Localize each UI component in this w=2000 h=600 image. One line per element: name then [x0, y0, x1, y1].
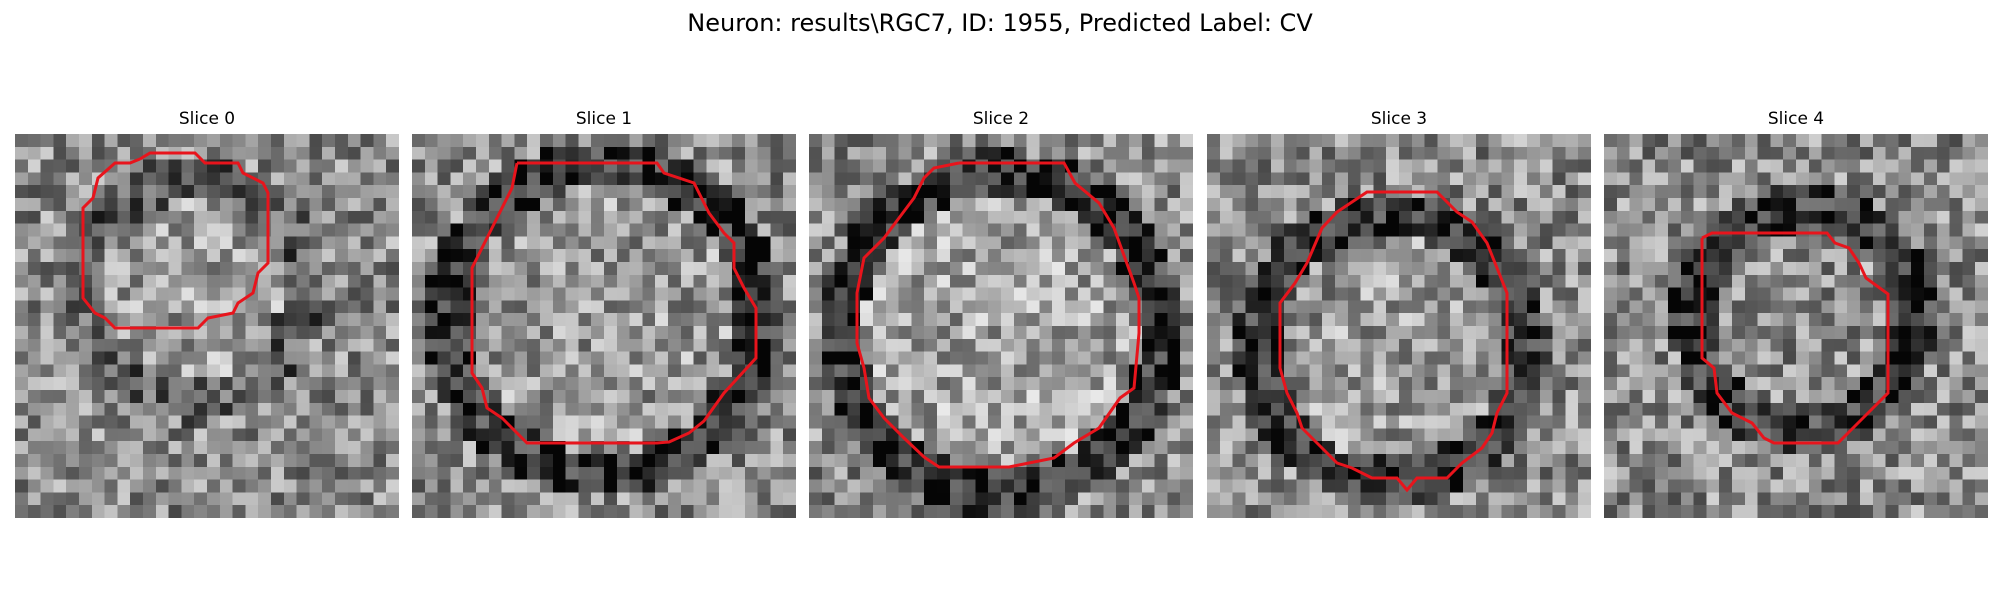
slice-panel-4: Slice 4	[1604, 108, 1988, 518]
slice-title: Slice 0	[178, 109, 236, 129]
slice-title: Slice 2	[972, 109, 1030, 129]
grayscale-patch	[15, 134, 399, 518]
grayscale-patch	[412, 134, 796, 518]
slice-image	[15, 134, 399, 518]
grayscale-patch	[1207, 134, 1591, 518]
segmentation-contour	[81, 151, 270, 330]
slice-panel-2: Slice 2	[809, 108, 1193, 518]
segmentation-contour	[1278, 190, 1509, 493]
slice-title: Slice 4	[1767, 109, 1825, 129]
slice-panel-1: Slice 1	[412, 108, 796, 518]
grayscale-patch	[1604, 134, 1988, 518]
segmentation-contour	[1700, 231, 1890, 445]
grayscale-patch	[809, 134, 1193, 518]
slice-image	[412, 134, 796, 518]
segmentation-contour	[855, 161, 1141, 469]
slice-title: Slice 1	[575, 109, 633, 129]
slice-image	[1207, 134, 1591, 518]
figure-title: Neuron: results\RGC7, ID: 1955, Predicte…	[687, 9, 1313, 37]
slice-image	[809, 134, 1193, 518]
slice-panel-0: Slice 0	[15, 108, 399, 518]
segmentation-contour	[470, 161, 758, 445]
slice-panel-3: Slice 3	[1207, 108, 1591, 518]
slice-title: Slice 3	[1370, 109, 1428, 129]
slice-image	[1604, 134, 1988, 518]
